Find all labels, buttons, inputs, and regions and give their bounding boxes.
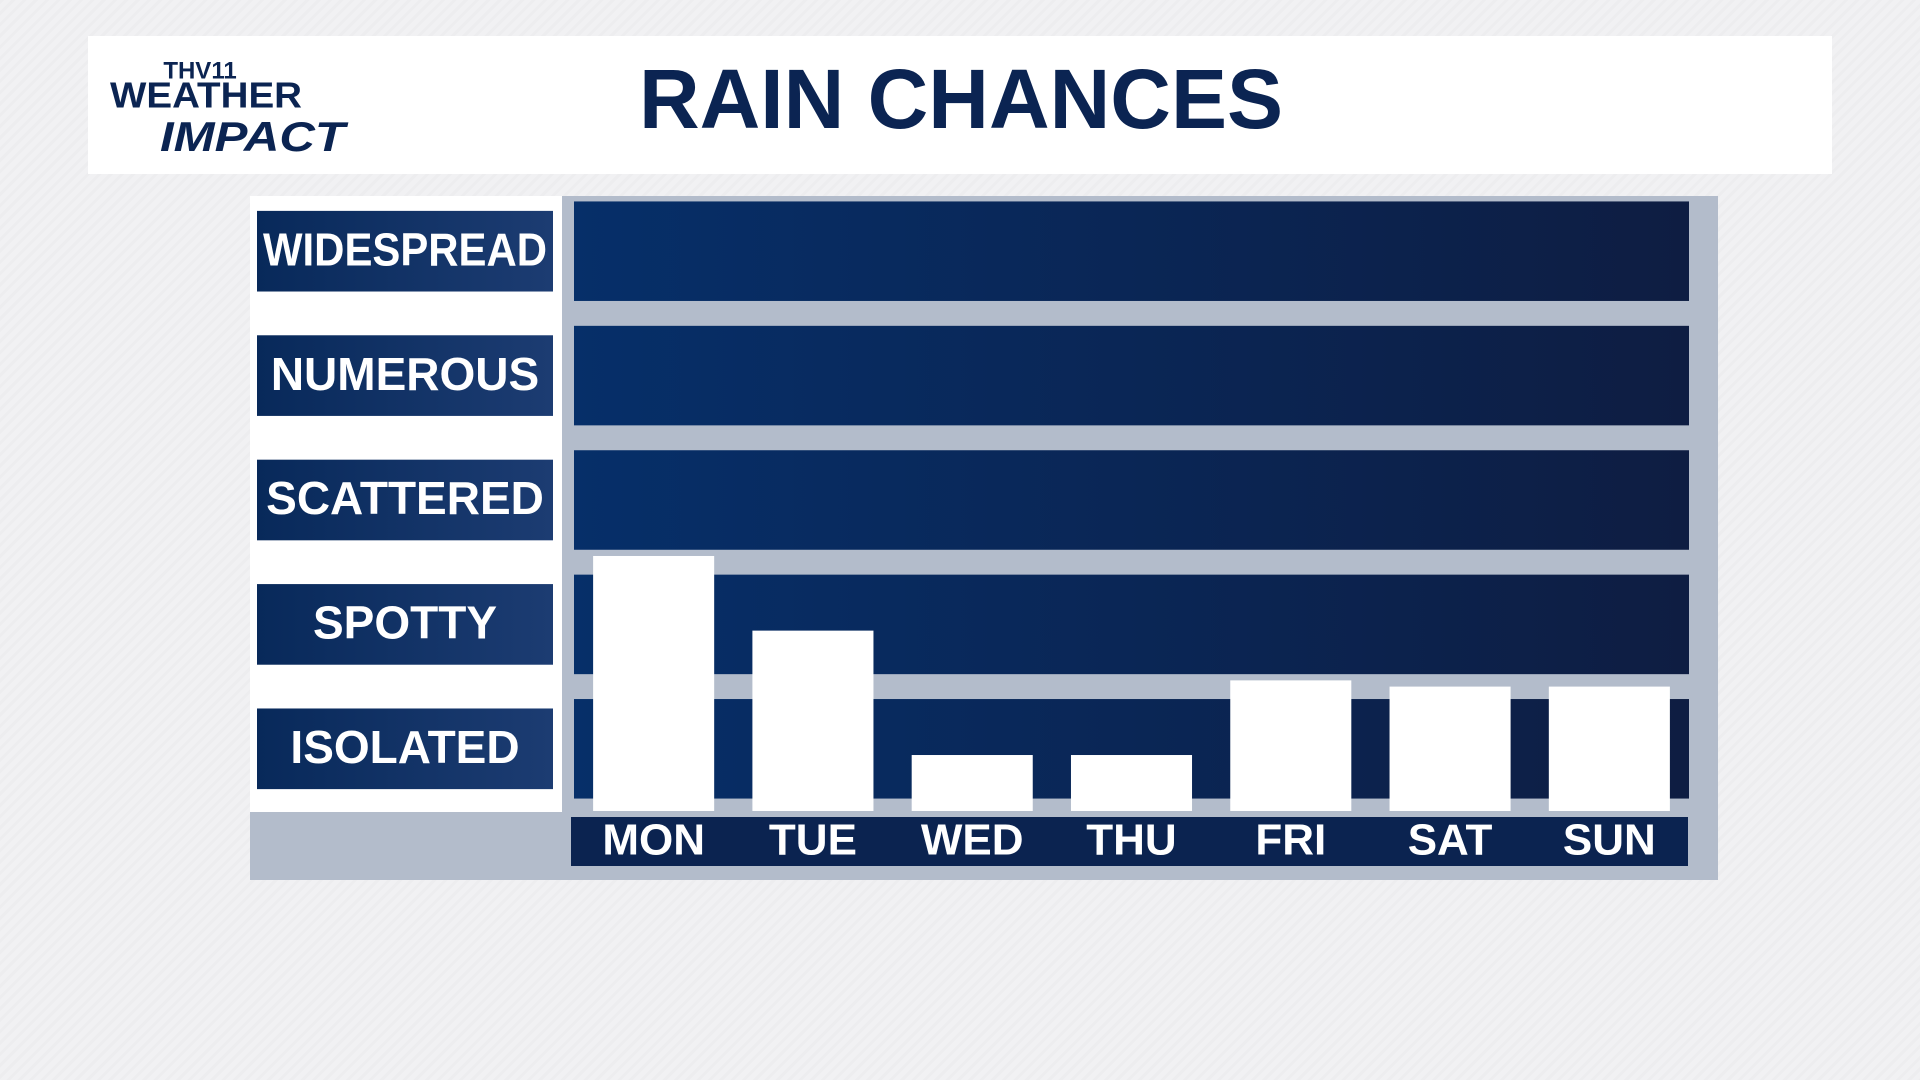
logo-line1: WEATHER <box>110 75 302 116</box>
x-tick-label: TUE <box>769 816 857 865</box>
y-tick-label: SCATTERED <box>266 472 544 524</box>
y-label-box <box>257 335 553 416</box>
grid-band <box>574 574 1689 675</box>
header <box>88 36 1832 174</box>
bar <box>1548 686 1670 811</box>
x-tick-label: THU <box>1086 816 1176 865</box>
logo-station: THV11 <box>163 57 236 84</box>
x-tick-label: SUN <box>1563 816 1656 865</box>
x-tick-label: SAT <box>1408 816 1493 865</box>
bar <box>911 755 1033 811</box>
y-label-box <box>257 584 553 665</box>
x-tick-label: MON <box>602 816 705 865</box>
x-tick-label: WED <box>921 816 1024 865</box>
y-tick-label: SPOTTY <box>313 597 497 649</box>
y-label-box <box>257 210 553 292</box>
y-label-box <box>257 708 553 790</box>
y-label-box <box>257 459 553 541</box>
bar <box>752 630 874 811</box>
y-tick-label: ISOLATED <box>290 721 519 773</box>
y-tick-label: WIDESPREAD <box>263 223 547 275</box>
x-tick-label: FRI <box>1255 816 1326 865</box>
logo-line2: IMPACT <box>160 113 349 160</box>
grid-band <box>574 325 1689 426</box>
y-tick-label: NUMEROUS <box>271 348 539 400</box>
bar <box>1230 680 1352 811</box>
bar <box>1070 755 1193 811</box>
grid-band <box>574 450 1689 550</box>
bar <box>1389 686 1511 811</box>
bar <box>593 555 715 811</box>
x-axis-strip <box>571 817 1688 866</box>
chart-title: RAIN CHANCES <box>639 52 1283 146</box>
grid-band <box>574 201 1689 301</box>
